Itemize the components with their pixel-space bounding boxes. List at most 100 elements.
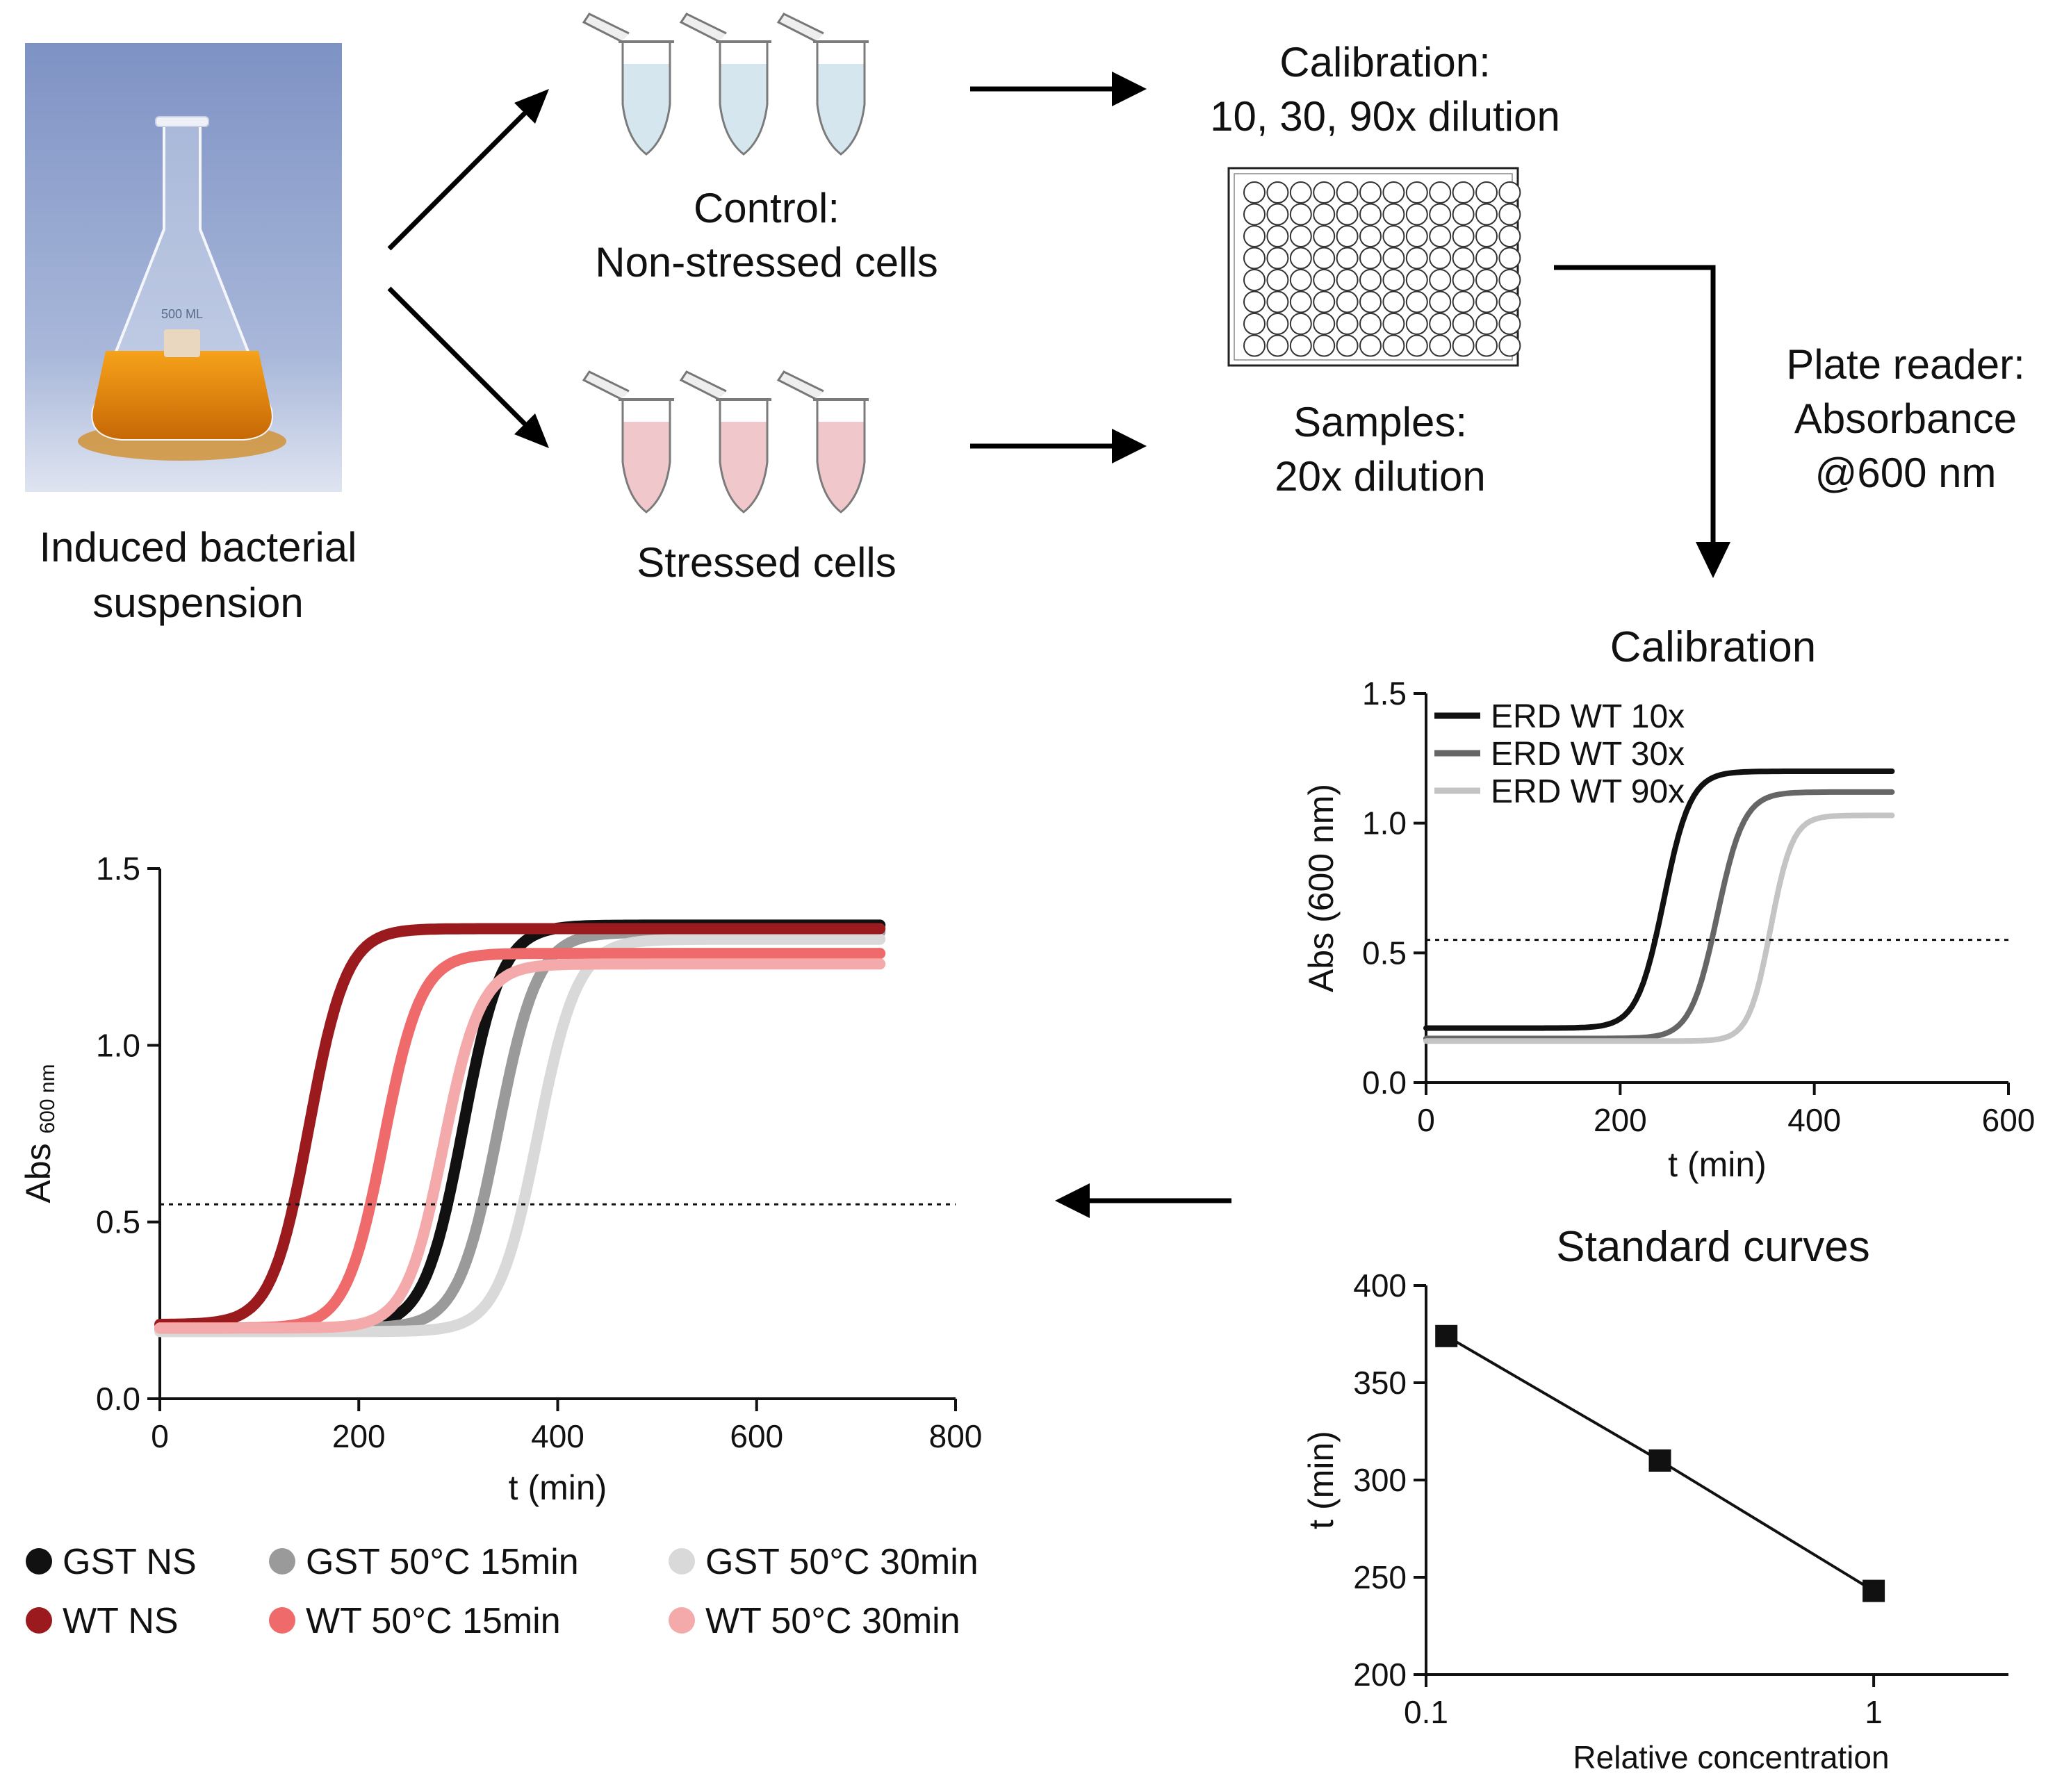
calibration-label-line2: 10, 30, 90x dilution bbox=[1210, 93, 1560, 140]
legend-label: WT NS bbox=[63, 1601, 179, 1641]
x-tick-label: 200 bbox=[1594, 1102, 1647, 1138]
tube-liquid bbox=[817, 49, 865, 154]
tube-outline bbox=[816, 400, 866, 513]
well bbox=[1405, 203, 1428, 226]
x-axis-label: t (min) bbox=[1668, 1145, 1767, 1184]
well bbox=[1266, 225, 1289, 247]
well bbox=[1313, 247, 1336, 270]
well bbox=[1266, 290, 1289, 313]
arrow-plate-to-reader bbox=[1554, 265, 1730, 578]
calibration-chart: Calibration 0.0 0.5 1.0 1.5 0 200 400 600 t (min)… bbox=[1302, 623, 2035, 1184]
well bbox=[1359, 269, 1382, 291]
y-tick-label: 1.0 bbox=[96, 1027, 140, 1063]
tube-1 bbox=[582, 13, 674, 156]
well bbox=[1243, 334, 1266, 357]
tube-cap bbox=[776, 13, 824, 43]
stressed-tubes bbox=[582, 370, 869, 513]
well bbox=[1313, 313, 1336, 335]
x-tick-label: 0 bbox=[1417, 1102, 1435, 1138]
y-tick-label: 1.0 bbox=[1362, 805, 1407, 841]
well bbox=[1405, 181, 1428, 204]
well bbox=[1405, 334, 1428, 357]
plate-reader-line3: @600 nm bbox=[1815, 450, 1996, 496]
well bbox=[1382, 269, 1405, 291]
chart-title: Calibration bbox=[1610, 623, 1816, 671]
well bbox=[1452, 313, 1475, 335]
legend-marker bbox=[26, 1548, 52, 1575]
well bbox=[1382, 313, 1405, 335]
well bbox=[1452, 290, 1475, 313]
well bbox=[1498, 334, 1521, 357]
y-tick-label: 0.0 bbox=[1362, 1064, 1407, 1101]
well bbox=[1452, 225, 1475, 247]
series-line-erd-wt-10x bbox=[1423, 768, 1895, 1031]
well bbox=[1498, 181, 1521, 204]
flask-label-line2: suspension bbox=[92, 579, 304, 626]
well bbox=[1429, 313, 1452, 335]
y-tick-label: 1.5 bbox=[1362, 675, 1407, 712]
well bbox=[1498, 203, 1521, 226]
well bbox=[1429, 334, 1452, 357]
well-plate bbox=[1227, 167, 1521, 367]
well bbox=[1452, 181, 1475, 204]
well bbox=[1266, 313, 1289, 335]
tube-cap bbox=[582, 370, 630, 401]
tube-cap bbox=[582, 13, 630, 43]
well bbox=[1498, 290, 1521, 313]
arrow-control-to-plate bbox=[970, 72, 1147, 106]
legend-label: ERD WT 30x bbox=[1491, 736, 1685, 773]
well bbox=[1336, 247, 1359, 270]
tube-outline bbox=[816, 42, 866, 156]
tube-outline bbox=[621, 42, 671, 156]
well bbox=[1313, 203, 1336, 226]
arrow-to-stressed bbox=[387, 286, 549, 448]
tube-3 bbox=[776, 13, 869, 156]
series-line-wt-50-c-15min bbox=[154, 948, 886, 1334]
well bbox=[1475, 269, 1498, 291]
well bbox=[1475, 290, 1498, 313]
y-tick-label: 0.5 bbox=[1362, 935, 1407, 971]
well bbox=[1289, 334, 1312, 357]
well bbox=[1359, 203, 1382, 226]
data-point bbox=[1648, 1449, 1671, 1472]
well bbox=[1429, 203, 1452, 226]
legend-label: GST 50°C 15min bbox=[306, 1542, 579, 1582]
arrow-to-control bbox=[387, 89, 549, 251]
well bbox=[1359, 334, 1382, 357]
well bbox=[1382, 247, 1405, 270]
well bbox=[1405, 290, 1428, 313]
samples-label-line1: Samples: bbox=[1293, 399, 1467, 445]
well bbox=[1359, 247, 1382, 270]
well bbox=[1405, 313, 1428, 335]
well bbox=[1243, 181, 1266, 204]
x-tick-label: 0 bbox=[151, 1418, 169, 1454]
well bbox=[1359, 290, 1382, 313]
y-tick-label: 0.0 bbox=[96, 1381, 140, 1417]
legend-label: GST 50°C 30min bbox=[705, 1542, 979, 1582]
well bbox=[1313, 225, 1336, 247]
tube-2 bbox=[679, 13, 771, 156]
well bbox=[1313, 269, 1336, 291]
tube-outline bbox=[621, 400, 671, 513]
tube-1 bbox=[582, 370, 674, 513]
well bbox=[1475, 225, 1498, 247]
series-line-wt-ns bbox=[154, 923, 886, 1330]
well bbox=[1429, 290, 1452, 313]
y-axis-label: Abs 600 nm bbox=[19, 1064, 59, 1203]
tube-liquid bbox=[720, 406, 767, 512]
legend-marker bbox=[269, 1607, 295, 1634]
data-point bbox=[1435, 1324, 1458, 1347]
stressed-label: Stressed cells bbox=[637, 539, 896, 586]
x-tick-label: 400 bbox=[1787, 1102, 1841, 1138]
legend-label: ERD WT 10x bbox=[1491, 698, 1685, 735]
arrow-stressed-to-plate bbox=[970, 429, 1147, 463]
well bbox=[1336, 269, 1359, 291]
well bbox=[1289, 313, 1312, 335]
well bbox=[1382, 290, 1405, 313]
x-tick-label: 400 bbox=[531, 1418, 584, 1454]
flask-marking: 500 ML bbox=[161, 307, 203, 321]
well bbox=[1289, 247, 1312, 270]
well bbox=[1498, 269, 1521, 291]
well bbox=[1405, 247, 1428, 270]
well bbox=[1336, 203, 1359, 226]
